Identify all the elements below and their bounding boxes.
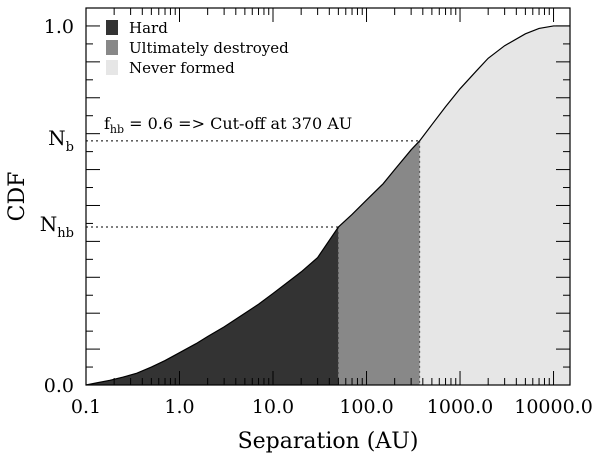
y-marker-subscript: hb — [57, 226, 74, 241]
y-marker-main: N — [40, 212, 58, 236]
shaded-regions — [86, 25, 570, 385]
y-marker-main: N — [48, 126, 66, 150]
axis-ticks — [85, 8, 570, 386]
cdf-curve — [85, 25, 570, 386]
annotation-subscript: hb — [110, 123, 124, 136]
legend: Hard Ultimately destroyed Never formed — [106, 19, 289, 77]
y-tick-label: 0.0 — [44, 375, 74, 397]
x-tick-labels: 0.1 1.0 10.0 100.0 1000.0 10000.0 — [71, 396, 593, 418]
cutoff-annotation: fhb = 0.6 => Cut-off at 370 AU — [104, 114, 352, 136]
x-tick-label: 1.0 — [164, 396, 194, 418]
y-marker-label: Nb — [48, 126, 74, 155]
x-tick-label: 1000.0 — [427, 396, 493, 418]
legend-swatch-2 — [106, 60, 118, 75]
region-2 — [419, 25, 570, 385]
legend-label-2: Never formed — [129, 59, 235, 77]
y-marker-label: Nhb — [40, 212, 74, 241]
guide-lines — [86, 140, 421, 385]
y-axis-label: CDF — [5, 172, 30, 222]
legend-swatch-0 — [106, 20, 118, 35]
region-1 — [338, 140, 420, 385]
legend-label-0: Hard — [129, 19, 168, 37]
y-marker-subscript: b — [66, 140, 74, 155]
x-tick-label: 10000.0 — [514, 396, 593, 418]
x-tick-label: 10.0 — [252, 396, 294, 418]
x-axis-label: Separation (AU) — [238, 429, 419, 454]
x-tick-label: 0.1 — [71, 396, 101, 418]
annotation-f: f — [104, 114, 111, 133]
plot-frame — [85, 7, 571, 386]
legend-label-1: Ultimately destroyed — [129, 39, 289, 57]
region-0 — [86, 227, 339, 385]
annotation-text: = 0.6 => Cut-off at 370 AU — [124, 114, 352, 133]
x-tick-label: 100.0 — [339, 396, 393, 418]
legend-swatch-1 — [106, 40, 118, 55]
y-tick-label: 1.0 — [44, 16, 74, 38]
